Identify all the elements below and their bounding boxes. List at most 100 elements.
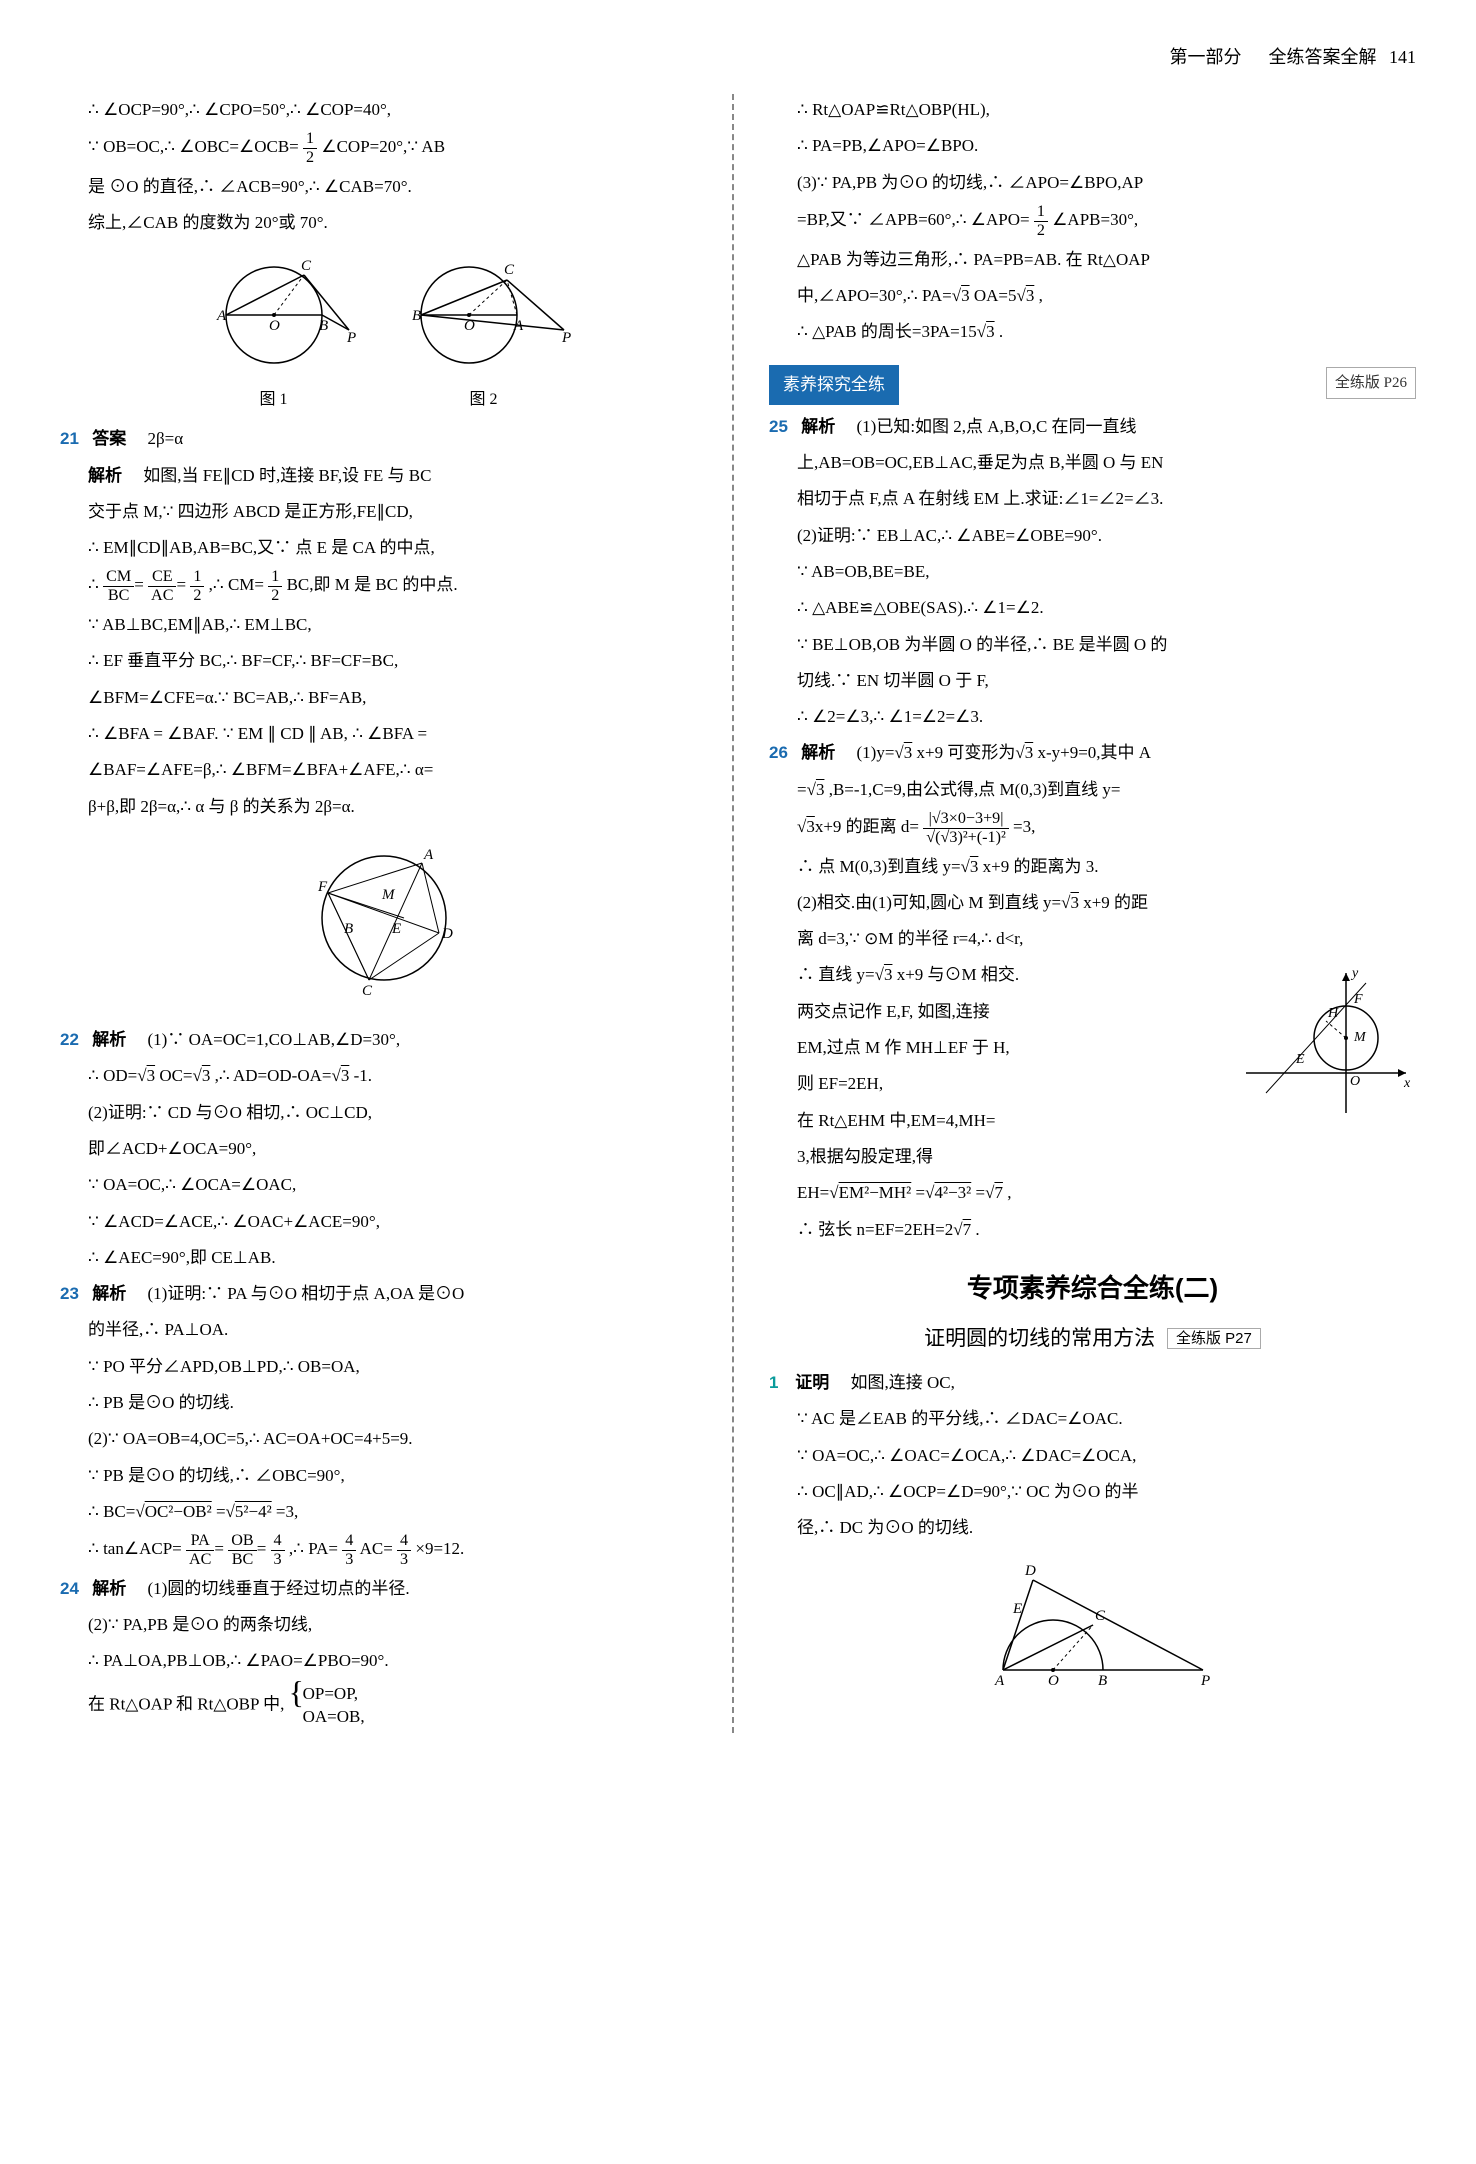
svg-text:E: E [1012,1601,1022,1617]
svg-text:O: O [1350,1074,1360,1089]
text-line: 离 d=3,∵ ⊙M 的半径 r=4,∴ d<r, [769,923,1416,955]
svg-text:B: B [344,921,353,937]
text-line: ∴ ∠2=∠3,∴ ∠1=∠2=∠3. [769,701,1416,733]
question-number: 22 [60,1024,88,1056]
text-line: EH=√EM²−MH² =√4²−3² =√7 , [769,1177,1416,1209]
svg-text:C: C [504,262,515,278]
svg-text:B: B [412,308,421,324]
coordinate-diagram: x y O M E F H [1236,963,1416,1134]
svg-text:P: P [346,330,356,346]
text-line: 解析 如图,当 FE∥CD 时,连接 BF,设 FE 与 BC [60,460,707,492]
svg-text:C: C [1095,1608,1106,1624]
text-line: ∴ tan∠ACP= PAAC= OBBC= 43 ,∴ PA= 43 AC= … [60,1532,707,1569]
text-line: ∴ △ABE≌△OBE(SAS).∴ ∠1=∠2. [769,592,1416,624]
text-line: ∴ OC∥AD,∴ ∠OCP=∠D=90°,∵ OC 为⊙O 的半 [769,1476,1416,1508]
text-line: ∴ 点 M(0,3)到直线 y=√3 x+9 的距离为 3. [769,851,1416,883]
q24-line: 24 解析 (1)圆的切线垂直于经过切点的半径. [60,1573,707,1605]
text-line: ∴ ∠OCP=90°,∴ ∠CPO=50°,∴ ∠COP=40°, [60,94,707,126]
text-line: (3)∵ PA,PB 为⊙O 的切线,∴ ∠APO=∠BPO,AP [769,167,1416,199]
text-line: =√3 ,B=-1,C=9,由公式得,点 M(0,3)到直线 y= [769,774,1416,806]
svg-text:M: M [381,887,396,903]
svg-text:F: F [317,879,328,895]
text-line: 在 Rt△OAP 和 Rt△OBP 中, OP=OP, OA=OB, [60,1682,707,1730]
text-line: √3x+9 的距离 d= |√3×0−3+9| √(√3)²+(-1)² =3, [769,810,1416,847]
text-line: ∠BFM=∠CFE=α.∵ BC=AB,∴ BF=AB, [60,682,707,714]
section-ref: 全练版 P26 [1326,367,1416,400]
section-subtitle: 证明圆的切线的常用方法 全练版 P27 [769,1319,1416,1359]
svg-text:B: B [1098,1673,1107,1689]
text-line: 切线.∵ EN 切半圆 O 于 F, [769,665,1416,697]
text-line: ∵ PB 是⊙O 的切线,∴ ∠OBC=90°, [60,1460,707,1492]
text-line: ∵ AC 是∠EAB 的平分线,∴ ∠DAC=∠OAC. [769,1403,1416,1435]
question-number: 25 [769,411,797,443]
svg-text:D: D [441,926,453,942]
q21-diagram: F A D C M E B [60,833,707,1014]
text-line: ∴ Rt△OAP≌Rt△OBP(HL), [769,94,1416,126]
svg-text:P: P [1200,1673,1210,1689]
page-header: 第一部分 全练答案全解 141 [60,40,1416,74]
text-line: 交于点 M,∵ 四边形 ABCD 是正方形,FE∥CD, [60,496,707,528]
section-title: 专项素养综合全练(二) [769,1264,1416,1313]
text-line: 相切于点 F,点 A 在射线 EM 上.求证:∠1=∠2=∠3. [769,483,1416,515]
text-line: ∵ PO 平分∠APD,OB⊥PD,∴ OB=OA, [60,1351,707,1383]
text-line: △PAB 为等边三角形,∴ PA=PB=AB. 在 Rt△OAP [769,244,1416,276]
header-part: 第一部分 [1170,47,1242,67]
circle-diagram-2: B A C O P [389,250,579,370]
svg-text:A: A [994,1673,1005,1689]
question-number: 1 [769,1367,791,1399]
svg-text:O: O [464,318,475,334]
q1-line: 1 证明 如图,连接 OC, [769,1367,1416,1399]
q23-line: 23 解析 (1)证明:∵ PA 与⊙O 相切于点 A,OA 是⊙O [60,1278,707,1310]
diagram-label: 图 2 [389,385,579,415]
q1-diagram: A B O P D E C [769,1555,1416,1706]
text-line: ∵ OB=OC,∴ ∠OBC=∠OCB= 12 ∠COP=20°,∵ AB [60,130,707,167]
diagram-row: A B C O P 图 1 B A C O P 图 2 [60,250,707,416]
text-line: (2)相交.由(1)可知,圆心 M 到直线 y=√3 x+9 的距 [769,887,1416,919]
text-line: ∵ OA=OC,∴ ∠OAC=∠OCA,∴ ∠DAC=∠OCA, [769,1440,1416,1472]
svg-text:C: C [301,258,312,274]
svg-text:C: C [362,983,373,999]
text-line: 综上,∠CAB 的度数为 20°或 70°. [60,207,707,239]
text-line: ∵ AB⊥BC,EM∥AB,∴ EM⊥BC, [60,609,707,641]
text-line: ∴ EM∥CD∥AB,AB=BC,又∵ 点 E 是 CA 的中点, [60,532,707,564]
svg-text:A: A [423,847,434,863]
text-line: ∴ EF 垂直平分 BC,∴ BF=CF,∴ BF=CF=BC, [60,645,707,677]
text-line: ∴ BC=√OC²−OB² =√5²−4² =3, [60,1496,707,1528]
diagram-label: 图 1 [189,385,359,415]
text-line: ∵ ∠ACD=∠ACE,∴ ∠OAC+∠ACE=90°, [60,1206,707,1238]
q25-line: 25 解析 (1)已知:如图 2,点 A,B,O,C 在同一直线 [769,411,1416,443]
equation-system: OP=OP, OA=OB, [289,1682,365,1730]
question-number: 23 [60,1278,88,1310]
text-line: ∴ CMBC= CEAC= 12 ,∴ CM= 12 BC,即 M 是 BC 的… [60,568,707,605]
svg-text:E: E [391,921,401,937]
text-line: 径,∴ DC 为⊙O 的切线. [769,1512,1416,1544]
distance-fraction: |√3×0−3+9| √(√3)²+(-1)² [923,810,1009,847]
text-line: 是 ⊙O 的直径,∴ ∠ACB=90°,∴ ∠CAB=70°. [60,171,707,203]
question-number: 21 [60,423,88,455]
text-line: ∵ BE⊥OB,OB 为半圆 O 的半径,∴ BE 是半圆 O 的 [769,629,1416,661]
text-line: 的半径,∴ PA⊥OA. [60,1314,707,1346]
text-line: ∴ ∠AEC=90°,即 CE⊥AB. [60,1242,707,1274]
q21-answer: 21 答案 2β=α [60,423,707,455]
q22-line: 22 解析 (1)∵ OA=OC=1,CO⊥AB,∠D=30°, [60,1024,707,1056]
text-line: ∴ 弦长 n=EF=2EH=2√7 . [769,1214,1416,1246]
svg-text:H: H [1327,1006,1339,1021]
text-line: ∴ OD=√3 OC=√3 ,∴ AD=OD-OA=√3 -1. [60,1060,707,1092]
svg-text:E: E [1295,1052,1305,1067]
svg-text:D: D [1024,1563,1036,1579]
question-number: 24 [60,1573,88,1605]
svg-text:B: B [319,318,328,334]
svg-text:O: O [269,318,280,334]
text-line: ∴ PA⊥OA,PB⊥OB,∴ ∠PAO=∠PBO=90°. [60,1645,707,1677]
text-line: ∠BAF=∠AFE=β,∴ ∠BFM=∠BFA+∠AFE,∴ α= [60,754,707,786]
text-line: β+β,即 2β=α,∴ α 与 β 的关系为 2β=α. [60,791,707,823]
text-line: (2)证明:∵ EB⊥AC,∴ ∠ABE=∠OBE=90°. [769,520,1416,552]
question-number: 26 [769,737,797,769]
text-line: 3,根据勾股定理,得 [769,1141,1416,1173]
q26-line: 26 解析 (1)y=√3 x+9 可变形为√3 x-y+9=0,其中 A [769,737,1416,769]
svg-text:M: M [1353,1030,1367,1045]
text-line: ∵ AB=OB,BE=BE, [769,556,1416,588]
text-line: ∴ PB 是⊙O 的切线. [60,1387,707,1419]
svg-text:A: A [513,318,524,334]
text-line: (2)证明:∵ CD 与⊙O 相切,∴ OC⊥CD, [60,1097,707,1129]
